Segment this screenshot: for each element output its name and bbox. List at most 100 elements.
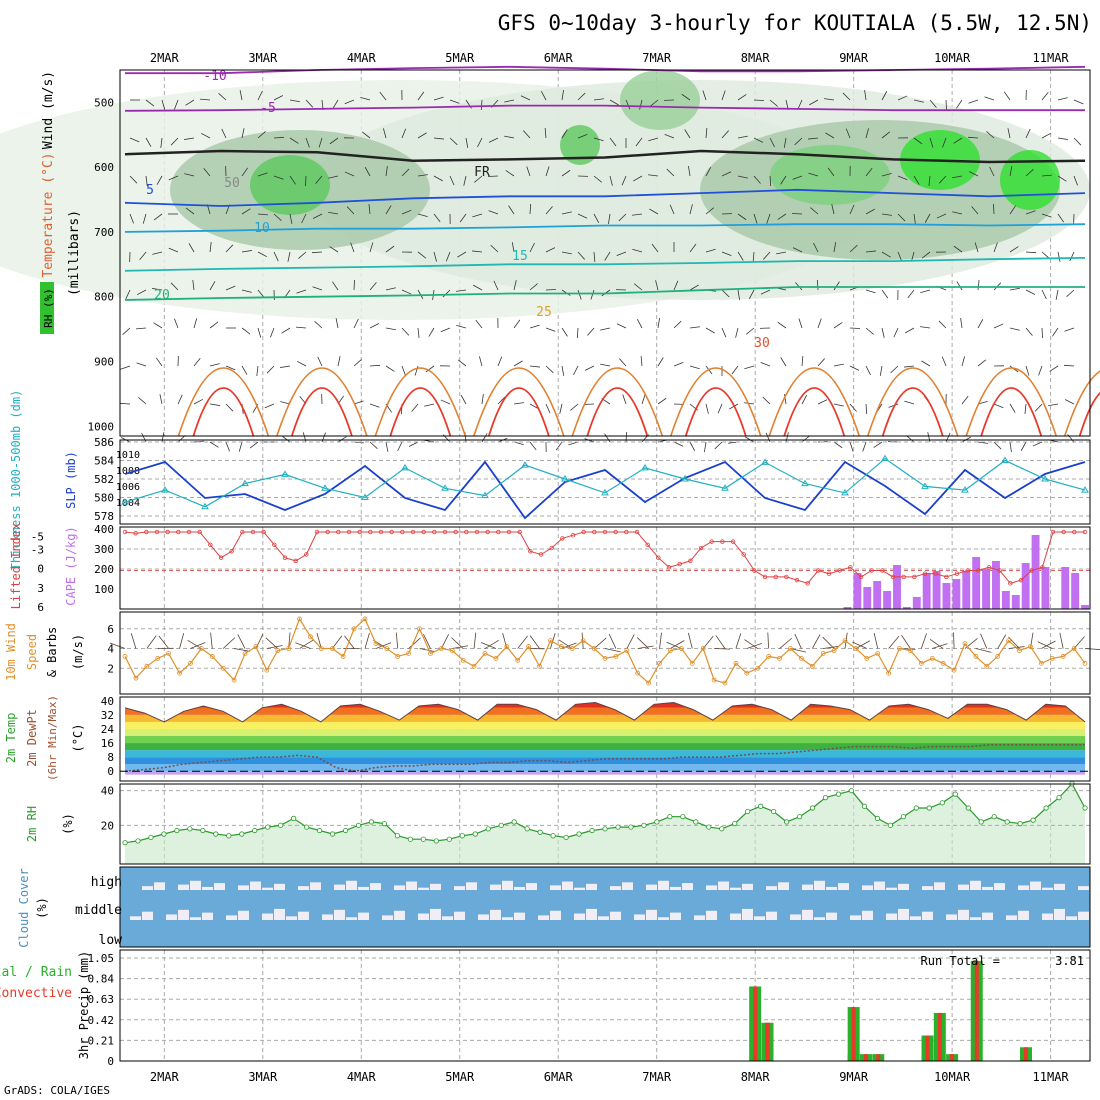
wind-barb [433,213,441,223]
wind-barb [881,213,892,216]
rh2m-marker [835,791,842,797]
wind-barb [561,365,565,376]
wind-barb [159,394,163,405]
cloud-block [478,914,489,920]
wind-barb [481,433,488,443]
cloud-block [790,914,801,920]
y-tick-label: 40 [101,785,114,798]
wind-barb [301,213,307,224]
cloud-block [1078,911,1089,920]
isotherm-25-cell [374,367,467,437]
wind-barb [257,172,268,177]
wind-barb [185,99,195,106]
rh-shading [620,70,700,130]
wind-barb [289,137,299,144]
cloud-block [1006,915,1017,920]
y-tick-label: 16 [101,737,114,750]
cloud-block [1054,908,1065,920]
wind-barb [792,175,803,180]
wind-barb [721,289,730,298]
wind-barb [153,322,163,329]
wind-barb [780,357,787,367]
lifted-index-marker [538,552,544,557]
wind-barb [417,213,428,217]
axis-label: 3hr Precip (mm) [77,951,91,1059]
wind-barb [681,93,691,101]
y-tick-label: 600 [94,161,114,174]
cloud-block [802,884,813,890]
wind-barb [561,327,568,337]
wind-barb [792,247,803,253]
rh2m-marker [550,833,556,839]
wind-barb [648,137,659,142]
cloud-block [706,885,717,890]
wind-barb [332,99,339,109]
wind-speed-marker [875,651,881,656]
wind-barb [945,99,947,111]
wind-barb [577,289,582,300]
wind-barb [193,398,204,405]
wind-barb [311,251,323,254]
wind-barb [901,635,911,649]
wind-barb [401,128,407,139]
cape-li-panel: -5-3 0 3 6 100 200 300 400 Lifted Index CAPE (J/k… [9,523,1091,614]
wind-barb [626,634,635,649]
panel-frame [119,783,1091,865]
cloud-cover-panel: high middle low Cloud Cover (%) [17,866,1091,948]
wind-barb [411,403,419,412]
wind-barb [913,213,916,224]
axis-label: Thickness 1000-500mb (dm) [9,390,23,571]
wind-barb [737,251,744,261]
cloud-block [586,908,597,920]
wind-barb [222,637,236,649]
wind-barb [234,648,250,652]
cloud-block [838,883,849,890]
wind-barb [822,636,835,649]
wind-barb [849,244,858,253]
wind-speed-marker [417,626,422,632]
rh2m-marker [952,791,958,797]
cloud-block [538,915,549,920]
rh2m-marker [978,819,984,825]
wind-barb [849,365,860,371]
thickness-marker [521,461,529,468]
wind-speed-marker [602,656,608,661]
lifted-index-marker [325,529,330,535]
rh2m-marker [926,805,932,811]
isotherm-25-cell [670,367,762,437]
wind-barb [873,632,879,649]
panels: -10-5FR51015202530505006007008009001000(… [0,65,1100,1068]
wind-barb [666,641,682,649]
cloud-block [958,909,969,920]
date-label-top: 5MAR [445,51,475,65]
isotherm-label: 25 [536,305,552,320]
cloud-block [1054,883,1065,890]
wind-barb [744,639,758,649]
wind-barb [921,251,931,259]
wind-barb [545,327,556,332]
cloud-block [166,914,177,920]
rh2m-marker [1017,820,1023,827]
wind-barb [473,284,483,291]
wind-barb [120,365,131,370]
wind-barb [1009,403,1016,413]
y-tick-label: 0.84 [88,973,115,986]
wind-barb [529,203,532,215]
wind-barb [1057,97,1068,101]
rh2m-marker [200,827,206,834]
axis-label: 10m Wind [4,623,18,681]
wind-barb [119,402,131,405]
wind-barb [801,435,811,443]
cloud-block [766,886,777,890]
wind-barb [825,132,835,139]
wind-barb [689,365,700,370]
wind-speed-marker [537,663,542,669]
isotherm-line [124,223,1086,233]
wind-barb [1063,364,1075,367]
y-tick-label: 300 [94,543,114,556]
wind-barb [241,250,252,253]
wind-barb [545,247,556,253]
lifted-index-marker [1018,577,1024,583]
rh2m-marker [524,826,530,832]
cloud-block [286,916,297,920]
